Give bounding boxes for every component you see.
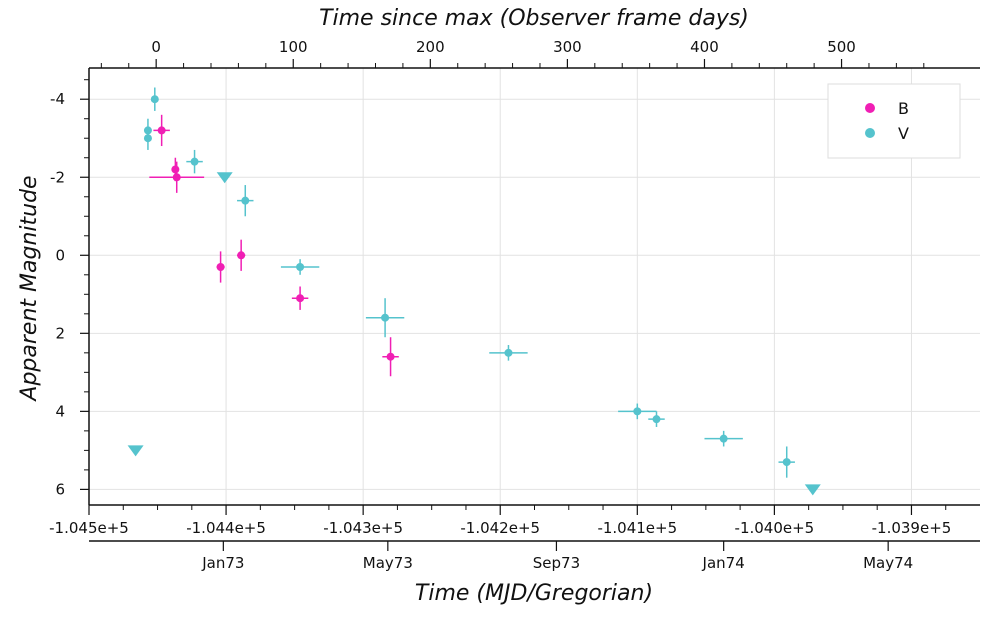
labels: Time since max (Observer frame days) Tim…	[17, 6, 749, 606]
y-tick-label: 4	[55, 402, 65, 420]
upper-limit-marker	[127, 445, 144, 457]
x-top-tick-label: 300	[553, 38, 582, 56]
data-point	[782, 458, 791, 467]
data-point	[190, 157, 199, 166]
x-tick-label: -1.041e+5	[597, 519, 677, 537]
y-tick-label: 0	[55, 246, 65, 264]
x-tick-label: -1.045e+5	[49, 519, 129, 537]
calendar-tick-label: Sep73	[533, 554, 580, 572]
legend: B V	[827, 83, 961, 159]
upper-limit-marker	[804, 484, 821, 496]
data-point	[157, 126, 166, 135]
data-point	[504, 348, 513, 357]
data-point	[719, 434, 728, 443]
x-tick-label: -1.043e+5	[323, 519, 403, 537]
legend-label-b: B	[898, 99, 909, 118]
data-layer	[127, 87, 821, 496]
x-top-tick-label: 200	[416, 38, 445, 56]
series-v	[127, 87, 821, 496]
x-tick-label: -1.042e+5	[460, 519, 540, 537]
data-point	[241, 196, 250, 205]
x-tick-label: -1.039e+5	[872, 519, 952, 537]
calendar-tick-label: Jan74	[702, 554, 745, 572]
x-top-tick-label: 500	[827, 38, 856, 56]
y-tick-label: -2	[50, 168, 65, 186]
data-point	[237, 251, 246, 260]
data-point	[652, 415, 661, 424]
data-point	[172, 173, 181, 182]
legend-marker-b	[865, 103, 875, 113]
y-axis-title: Apparent Magnitude	[17, 175, 42, 402]
x-top-tick-label: 400	[690, 38, 719, 56]
y-tick-label: 2	[55, 324, 65, 342]
legend-frame	[827, 83, 961, 159]
data-point	[171, 165, 180, 174]
calendar-tick-label: May74	[863, 554, 913, 572]
data-point	[386, 352, 395, 361]
data-point	[150, 95, 159, 104]
calendar-tick-label: Jan73	[201, 554, 244, 572]
y-tick-label: 6	[55, 480, 65, 498]
legend-label-v: V	[898, 124, 909, 143]
data-point	[143, 134, 152, 143]
calendar-tick-label: May73	[363, 554, 413, 572]
data-point	[381, 313, 390, 322]
x-top-tick-label: 0	[151, 38, 161, 56]
x-axis-title: Time (MJD/Gregorian)	[415, 581, 653, 606]
x-top-tick-label: 100	[279, 38, 308, 56]
upper-limit-marker	[216, 172, 233, 184]
axes: -1.045e+5 -1.044e+5 -1.043e+5 -1.042e+5 -1.0…	[49, 38, 980, 572]
series-b	[149, 114, 399, 377]
x-top-axis-title: Time since max (Observer frame days)	[319, 6, 749, 31]
data-point	[296, 262, 305, 271]
data-point	[296, 294, 305, 303]
y-tick-label: -4	[50, 90, 65, 108]
x-tick-label: -1.040e+5	[735, 519, 815, 537]
legend-marker-v	[865, 128, 875, 138]
x-tick-label: -1.044e+5	[186, 519, 266, 537]
data-point	[633, 407, 642, 416]
data-point	[216, 262, 225, 271]
